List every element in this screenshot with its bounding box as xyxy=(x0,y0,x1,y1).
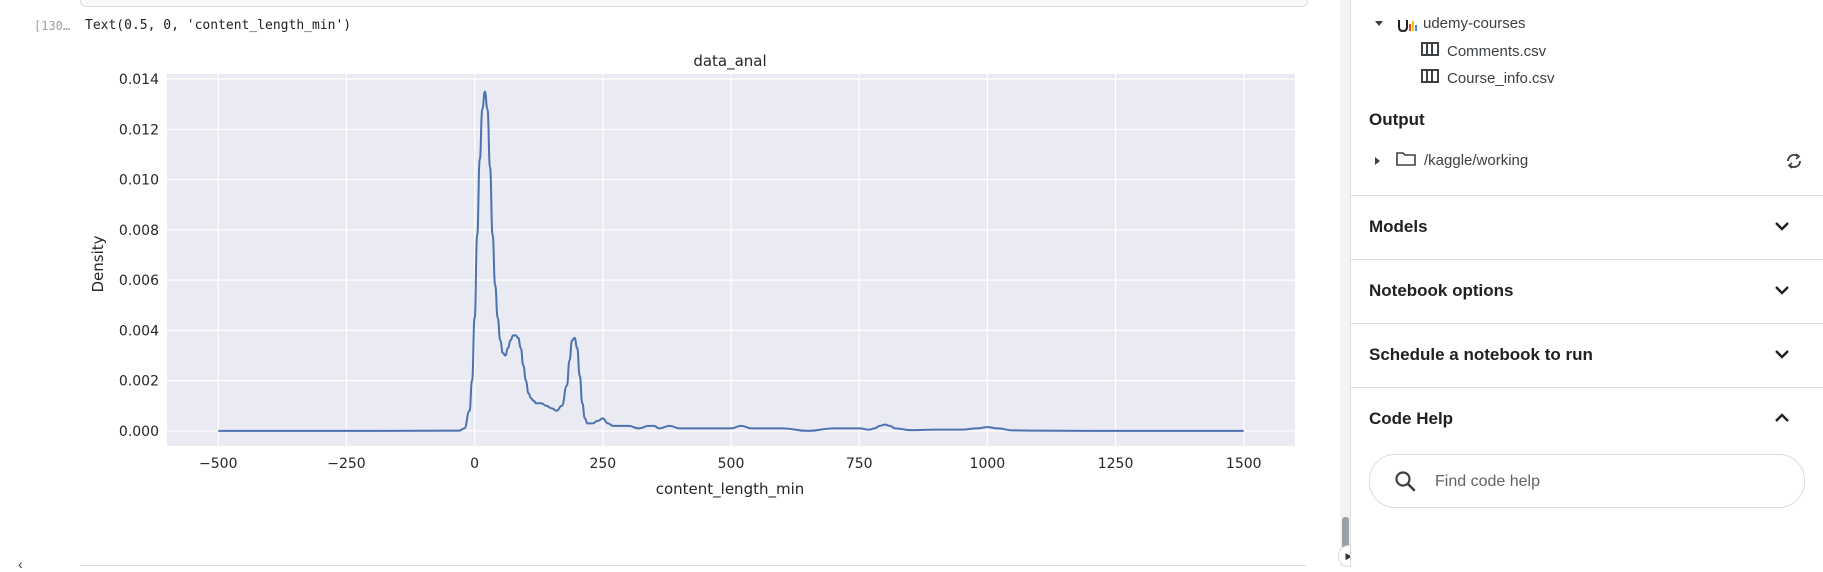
file-item-course-info[interactable]: Course_info.csv xyxy=(1421,69,1555,87)
x-ticks: −500 −250 0 250 500 750 1000 1250 1500 xyxy=(199,456,1262,472)
file-name: Comments.csv xyxy=(1447,42,1547,60)
x-tick-label: 1500 xyxy=(1226,456,1262,472)
x-tick-label: 250 xyxy=(589,456,616,472)
scrollbar-thumb[interactable] xyxy=(1342,517,1349,551)
right-sidebar: udemy-courses Comments.csv Course_info.c… xyxy=(1350,0,1823,567)
x-tick-label: 1250 xyxy=(1098,456,1134,472)
density-chart: −500 −250 0 250 500 750 1000 1250 1500 0.0000.00… xyxy=(89,52,1295,499)
chevron-down-icon[interactable] xyxy=(1770,278,1794,302)
next-cell-border xyxy=(80,565,1306,572)
y-tick-label: 0.012 xyxy=(119,122,159,138)
chevron-up-icon[interactable] xyxy=(1770,406,1794,430)
folder-icon xyxy=(1396,151,1416,170)
table-icon xyxy=(1421,69,1439,87)
dataset-name: udemy-courses xyxy=(1423,15,1526,32)
accordion-code-help[interactable]: Code Help xyxy=(1351,387,1823,568)
accordion-title: Notebook options xyxy=(1369,281,1514,300)
y-tick-label: 0.004 xyxy=(119,323,159,339)
y-axis-label: Density xyxy=(89,235,107,292)
accordion-title: Models xyxy=(1369,217,1428,236)
y-ticks: 0.000 0.002 0.004 0.006 0.008 0.010 0.012 0.014 xyxy=(119,72,159,440)
dataset-logo-icon xyxy=(1397,16,1417,32)
expand-caret-icon[interactable] xyxy=(1375,156,1380,165)
dataset-tree-item[interactable]: udemy-courses xyxy=(1375,15,1526,32)
output-heading: Output xyxy=(1369,110,1425,129)
output-path: /kaggle/working xyxy=(1424,152,1529,169)
y-tick-label: 0.008 xyxy=(119,223,159,239)
expand-caret-icon[interactable] xyxy=(1375,21,1383,26)
accordion-models[interactable]: Models xyxy=(1351,195,1823,260)
notebook-area: [130… Text(0.5, 0, 'content_length_min')… xyxy=(18,0,1308,572)
table-icon xyxy=(1421,42,1439,60)
file-item-comments[interactable]: Comments.csv xyxy=(1421,42,1546,60)
scrollbar-track[interactable] xyxy=(1340,0,1350,567)
previous-cell-border[interactable] xyxy=(80,0,1308,7)
collapse-caret-icon[interactable]: ‹ xyxy=(18,556,23,572)
search-icon xyxy=(1395,471,1416,492)
density-series-line xyxy=(218,90,1244,432)
x-tick-label: 0 xyxy=(470,456,479,472)
chevron-down-icon[interactable] xyxy=(1770,214,1794,238)
chevron-down-icon[interactable] xyxy=(1770,342,1794,366)
x-tick-label: 500 xyxy=(718,456,745,472)
code-help-search-box[interactable] xyxy=(1369,454,1805,508)
code-help-search-input[interactable] xyxy=(1433,469,1777,495)
accordion-title: Schedule a notebook to run xyxy=(1369,345,1593,364)
output-folder-item[interactable]: /kaggle/working xyxy=(1375,151,1528,170)
accordion-schedule[interactable]: Schedule a notebook to run xyxy=(1351,323,1823,388)
y-tick-label: 0.006 xyxy=(119,273,159,289)
y-tick-label: 0.010 xyxy=(119,173,159,189)
file-name: Course_info.csv xyxy=(1447,69,1555,87)
cell-output-text: Text(0.5, 0, 'content_length_min') xyxy=(85,18,352,33)
y-tick-label: 0.002 xyxy=(119,374,159,390)
chart-title: data_anal xyxy=(693,52,766,71)
play-triangle-icon: ▶ xyxy=(1345,550,1353,561)
x-tick-label: 750 xyxy=(846,456,873,472)
x-axis-label: content_length_min xyxy=(656,480,805,499)
y-tick-label: 0.014 xyxy=(119,72,159,88)
refresh-icon[interactable] xyxy=(1785,152,1803,175)
x-tick-label: −500 xyxy=(199,456,237,472)
x-tick-label: −250 xyxy=(327,456,365,472)
series-line-layer xyxy=(218,90,1244,432)
accordion-notebook-options[interactable]: Notebook options xyxy=(1351,259,1823,324)
accordion-title: Code Help xyxy=(1369,409,1454,428)
x-tick-label: 1000 xyxy=(970,456,1006,472)
y-tick-label: 0.000 xyxy=(119,424,159,440)
execution-count: [130… xyxy=(34,19,71,33)
